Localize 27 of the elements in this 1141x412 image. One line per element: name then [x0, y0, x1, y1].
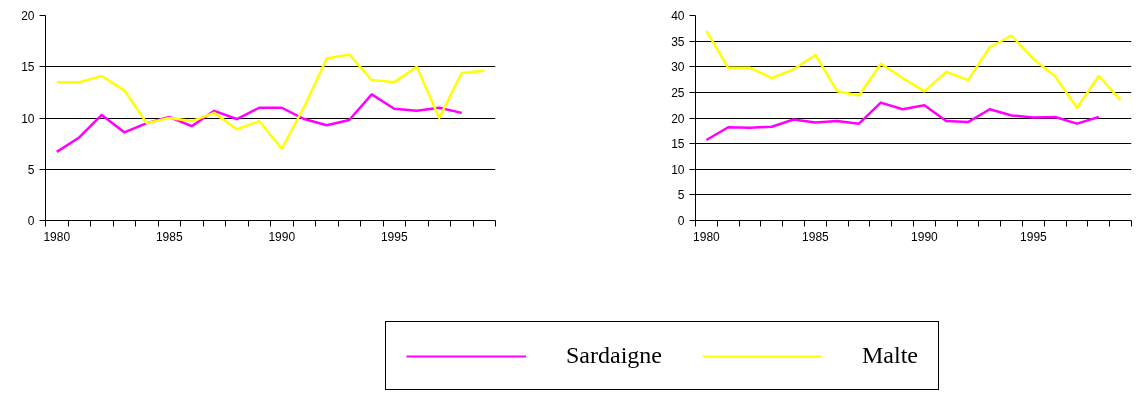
y-tick-label: 10 [671, 162, 685, 177]
x-tick-label: 1995 [380, 229, 408, 244]
legend-label: Sardaigne [566, 342, 662, 369]
y-tick-label: 40 [671, 9, 685, 23]
x-tick-label: 1990 [911, 229, 939, 244]
x-tick-label: 1985 [802, 229, 830, 244]
y-tick-label: 5 [27, 162, 35, 177]
line-series [705, 29, 1122, 109]
y-tick-label: 20 [21, 9, 35, 23]
line-series [55, 53, 486, 150]
y-tick-label: 30 [671, 60, 685, 75]
y-tick-label: 5 [677, 188, 685, 203]
line-series [705, 101, 1101, 142]
y-tick-label: 15 [21, 60, 35, 75]
y-tick-label: 25 [671, 85, 685, 100]
x-tick-label: 1990 [268, 229, 296, 244]
x-tick-label: 1985 [155, 229, 183, 244]
y-tick-label: 10 [21, 111, 35, 126]
y-tick-label: 35 [671, 34, 685, 49]
y-tick-label: 0 [677, 214, 685, 228]
y-tick-label: 0 [27, 214, 35, 228]
x-tick-label: 1980 [693, 229, 721, 244]
legend-label: Malte [861, 342, 918, 369]
y-tick-label: 20 [671, 111, 685, 126]
x-tick-label: 1995 [1020, 229, 1048, 244]
y-tick-label: 15 [671, 137, 685, 152]
x-tick-label: 1980 [43, 229, 71, 244]
